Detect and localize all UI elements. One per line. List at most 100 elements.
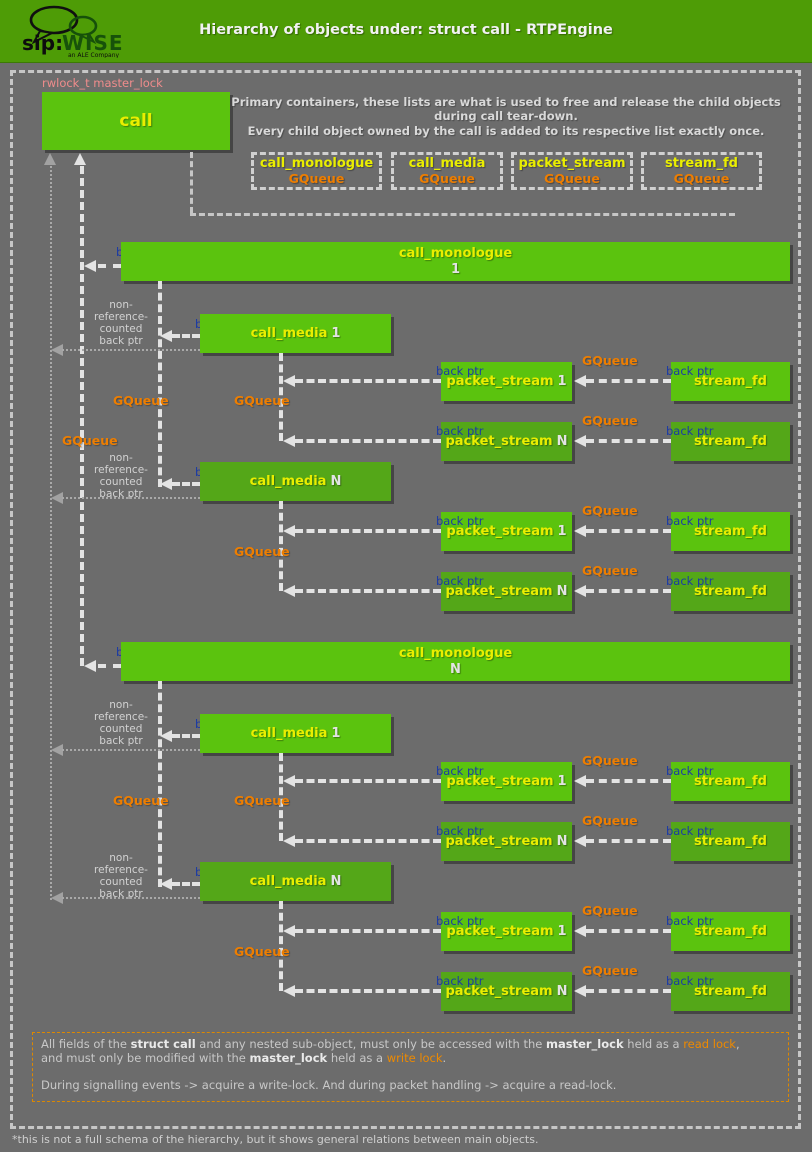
containers-underline [190,213,735,216]
gqueue-label: GQueue [582,813,638,828]
gqueue-label: GQueue [234,544,290,559]
call-media-n-box: call_media N [200,462,391,501]
stream-fd-box: stream_fd [671,422,790,461]
back-ptr-arrow [295,989,441,993]
box-title: packet_stream [445,984,553,999]
stream-fd-box: stream_fd [671,972,790,1011]
non-ref-back-ptr-arrow [62,497,200,499]
box-number: 1 [557,524,567,539]
call-media-1-box: call_media 1 [200,314,391,353]
back-ptr-label: back ptr [436,914,484,928]
box-title: packet_stream [445,584,553,599]
box-title: packet_stream [446,524,554,539]
back-ptr-arrow [172,334,200,338]
gqueue-label: GQueue [234,944,290,959]
media-gqueue-line [158,681,162,887]
left-arrow-icon [283,525,295,537]
box-number: 1 [557,774,567,789]
non-ref-back-ptr-label: non- reference- counted back ptr [94,699,148,747]
gqueue-label: GQueue [582,353,638,368]
box-title: packet_stream [445,834,553,849]
box-number: N [556,434,568,449]
back-ptr-arrow [586,589,671,593]
gqueue-label: GQueue [582,563,638,578]
container-title: call_media [408,156,486,171]
back-ptr-label: back ptr [666,424,714,438]
back-ptr-label: back ptr [436,514,484,528]
box-title: stream_fd [694,584,767,599]
back-ptr-label: back ptr [436,424,484,438]
logo-tagline: an ALE Company [68,52,120,58]
box-title: stream_fd [694,834,767,849]
back-ptr-label: back ptr [666,824,714,838]
gqueue-label: GQueue [582,753,638,768]
container-packet-stream: packet_stream GQueue [511,152,633,190]
back-ptr-label: back ptr [436,574,484,588]
container-type: GQueue [419,171,475,186]
back-ptr-arrow [586,779,671,783]
stream-gqueue-line [279,753,283,841]
media-gqueue-line [158,281,162,487]
call-box: call [42,92,230,150]
box-number: N [330,874,342,889]
footnote: *this is not a full schema of the hierar… [12,1133,539,1146]
back-ptr-label: back ptr [436,974,484,988]
left-arrow-icon [574,375,586,387]
back-ptr-label: back ptr [666,574,714,588]
container-title: stream_fd [665,156,738,171]
up-arrow-icon [44,153,56,165]
diagram-border [10,70,801,1129]
gqueue-label: GQueue [62,433,118,448]
back-ptr-arrow [295,379,441,383]
non-ref-back-ptr-arrow [62,749,200,751]
call-media-1-box: call_media 1 [200,714,391,753]
gqueue-label: GQueue [582,903,638,918]
box-title: packet_stream [446,924,554,939]
speech-bubble-tail [31,29,56,45]
box-number: N [556,834,568,849]
non-ref-back-ptr-arrow [62,349,200,351]
back-ptr-arrow [172,882,200,886]
stream-gqueue-line [279,353,283,441]
packet-stream-n-box: packet_stream N [441,822,572,861]
left-arrow-icon [283,585,295,597]
back-ptr-label: back ptr [666,364,714,378]
back-ptr-arrow [295,439,441,443]
back-ptr-arrow [98,664,121,668]
back-ptr-arrow [295,589,441,593]
primary-note-line2: during call tear-down. [434,109,578,123]
rwlock-master-lock-label: rwlock_t master_lock [42,76,163,90]
box-subtitle: 1 [450,262,461,277]
box-number: N [330,474,342,489]
gqueue-label: GQueue [234,793,290,808]
back-ptr-arrow [586,929,671,933]
box-number: 1 [557,374,567,389]
container-type: GQueue [673,171,730,186]
packet-stream-n-box: packet_stream N [441,572,572,611]
back-ptr-label: back ptr [666,974,714,988]
left-arrow-icon [51,492,63,504]
back-ptr-label: back ptr [436,824,484,838]
left-arrow-icon [574,435,586,447]
left-arrow-icon [283,835,295,847]
container-stream-fd: stream_fd GQueue [641,152,762,190]
left-arrow-icon [574,925,586,937]
call-media-n-box: call_media N [200,862,391,901]
box-title: stream_fd [694,524,767,539]
back-ptr-arrow [172,734,200,738]
packet-stream-1-box: packet_stream 1 [441,512,572,551]
back-ptr-arrow [172,482,200,486]
box-title: stream_fd [694,774,767,789]
back-ptr-arrow [586,379,671,383]
up-arrow-icon [74,153,86,165]
gqueue-label: GQueue [234,393,290,408]
box-title: stream_fd [694,924,767,939]
logo-wise-text: wise [62,31,124,55]
back-ptr-label: back ptr [436,364,484,378]
container-type: GQueue [544,171,600,186]
sipwise-logo: sip: wise an ALE Company [22,5,124,58]
back-ptr-label: back ptr [666,914,714,928]
left-arrow-icon [574,835,586,847]
left-arrow-icon [160,730,172,742]
stream-fd-box: stream_fd [671,362,790,401]
